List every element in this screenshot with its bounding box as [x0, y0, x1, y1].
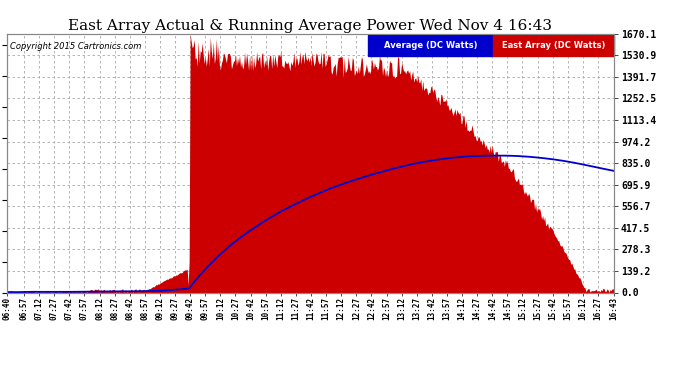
Bar [493, 35, 614, 56]
Bar [368, 35, 493, 56]
Text: Copyright 2015 Cartronics.com: Copyright 2015 Cartronics.com [10, 42, 141, 51]
Title: East Array Actual & Running Average Power Wed Nov 4 16:43: East Array Actual & Running Average Powe… [68, 19, 553, 33]
Text: East Array (DC Watts): East Array (DC Watts) [502, 41, 605, 50]
Text: Average (DC Watts): Average (DC Watts) [384, 41, 477, 50]
